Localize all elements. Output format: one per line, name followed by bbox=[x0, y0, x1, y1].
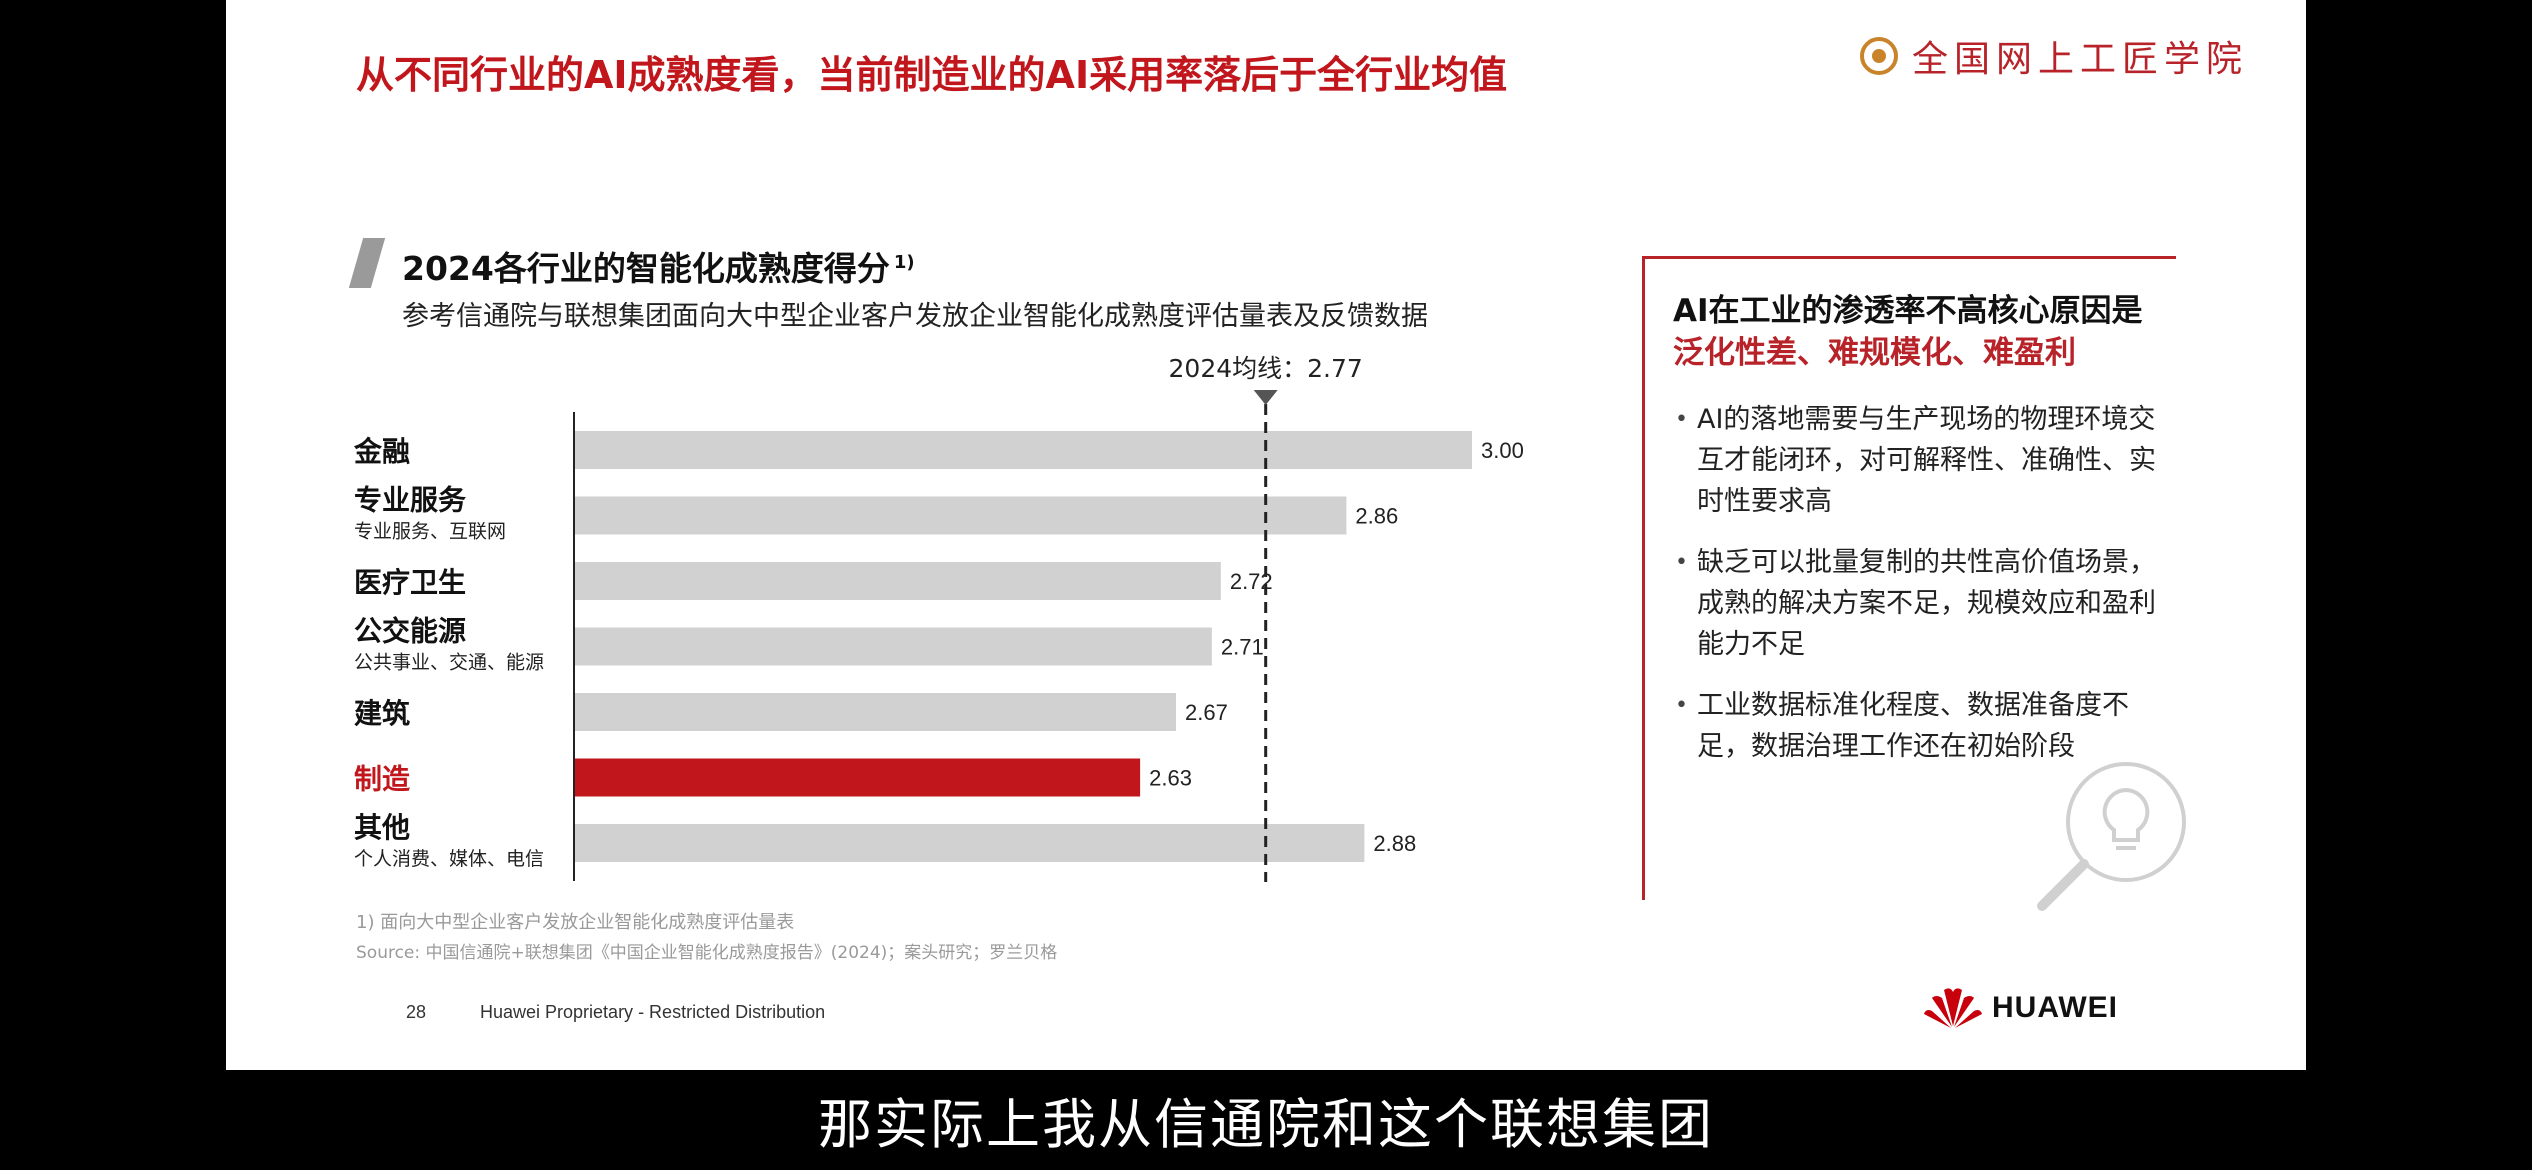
academy-seal-icon bbox=[1860, 37, 1898, 75]
chart-subtitle: 参考信通院与联想集团面向大中型企业客户发放企业智能化成熟度评估量表及反馈数据 bbox=[402, 301, 1428, 332]
chart-title-text: 2024各行业的智能化成熟度得分 bbox=[402, 249, 890, 288]
bullet-dot: • bbox=[1675, 693, 1688, 718]
category-label: 制造 bbox=[354, 763, 410, 796]
category-note: 个人消费、媒体、电信 bbox=[354, 848, 544, 870]
huawei-logo-text: HUAWEI bbox=[1992, 991, 2118, 1024]
page-number: 28 bbox=[406, 1002, 427, 1022]
chart-title-superscript: 1) bbox=[893, 252, 915, 273]
huawei-petal-icon bbox=[1924, 988, 1982, 1028]
category-label: 医疗卫生 bbox=[354, 566, 466, 599]
bar bbox=[575, 496, 1347, 535]
bar bbox=[575, 758, 1141, 797]
academy-logo: 全国网上工匠学院 bbox=[1860, 30, 2248, 82]
value-label: 2.86 bbox=[1355, 504, 1398, 529]
reason-text: 工业数据标准化程度、数据准备度不足，数据治理工作还在初始阶段 bbox=[1697, 690, 2129, 762]
bar bbox=[575, 562, 1221, 600]
reason-text: AI的落地需要与生产现场的物理环境交互才能闭环，对可解释性、准确性、实时性要求高 bbox=[1697, 404, 2156, 517]
slide-headline: 从不同行业的AI成熟度看，当前制造业的AI采用率落后于全行业均值 bbox=[356, 53, 1508, 97]
slide: 从不同行业的AI成熟度看，当前制造业的AI采用率落后于全行业均值 全国网上工匠学… bbox=[226, 0, 2306, 1070]
reasons-list: • AI的落地需要与生产现场的物理环境交互才能闭环，对可解释性、准确性、实时性要求… bbox=[1673, 399, 2173, 787]
footnote: 1) 面向大中型企业客户发放企业智能化成熟度评估量表 bbox=[356, 912, 795, 933]
huawei-logo: HUAWEI bbox=[1922, 986, 2118, 1030]
bullet-dot: • bbox=[1675, 407, 1688, 432]
value-label: 2.88 bbox=[1373, 831, 1416, 856]
academy-logo-text: 全国网上工匠学院 bbox=[1912, 39, 2249, 80]
average-line-label: 2024均线：2.77 bbox=[1169, 354, 1363, 383]
chart-title: 2024各行业的智能化成熟度得分 1) bbox=[402, 242, 915, 290]
value-label: 2.67 bbox=[1185, 700, 1228, 725]
category-note: 专业服务、互联网 bbox=[354, 521, 506, 543]
source-note: Source: 中国信通院+联想集团《中国企业智能化成熟度报告》(2024)；案… bbox=[356, 943, 1058, 963]
bar bbox=[575, 627, 1212, 666]
proprietary-notice: Huawei Proprietary - Restricted Distribu… bbox=[480, 1002, 826, 1022]
category-label: 其他 bbox=[354, 811, 410, 844]
bar bbox=[575, 431, 1472, 469]
bullet-dot: • bbox=[1675, 550, 1688, 575]
value-label: 2.63 bbox=[1149, 766, 1192, 791]
panel-title-highlight: 泛化性差、难规模化、难盈利 bbox=[1673, 335, 2076, 371]
value-label: 3.00 bbox=[1481, 438, 1524, 463]
bar bbox=[575, 693, 1176, 731]
category-note: 公共事业、交通、能源 bbox=[354, 652, 544, 674]
reason-item: • AI的落地需要与生产现场的物理环境交互才能闭环，对可解释性、准确性、实时性要求… bbox=[1673, 399, 2173, 522]
value-label: 2.71 bbox=[1221, 635, 1264, 660]
category-label: 建筑 bbox=[354, 697, 410, 730]
category-label: 专业服务 bbox=[354, 484, 466, 517]
reasons-panel: AI在工业的渗透率不高核心原因是 泛化性差、难规模化、难盈利 • AI的落地需要与… bbox=[1642, 256, 2176, 900]
bar bbox=[575, 824, 1365, 862]
reason-text: 缺乏可以批量复制的共性高价值场景，成熟的解决方案不足，规模效应和盈利能力不足 bbox=[1697, 547, 2156, 660]
category-label: 金融 bbox=[353, 435, 410, 468]
reason-item: • 工业数据标准化程度、数据准备度不足，数据治理工作还在初始阶段 bbox=[1673, 685, 2173, 767]
reason-item: • 缺乏可以批量复制的共性高价值场景，成熟的解决方案不足，规模效应和盈利能力不足 bbox=[1673, 542, 2173, 665]
panel-title: AI在工业的渗透率不高核心原因是 bbox=[1673, 293, 2143, 329]
video-subtitle: 那实际上我从信通院和这个联想集团 bbox=[818, 1093, 1714, 1156]
average-marker-triangle bbox=[1253, 390, 1278, 405]
lightbulb-magnifier-icon bbox=[2037, 762, 2186, 911]
category-label: 公交能源 bbox=[354, 615, 466, 648]
